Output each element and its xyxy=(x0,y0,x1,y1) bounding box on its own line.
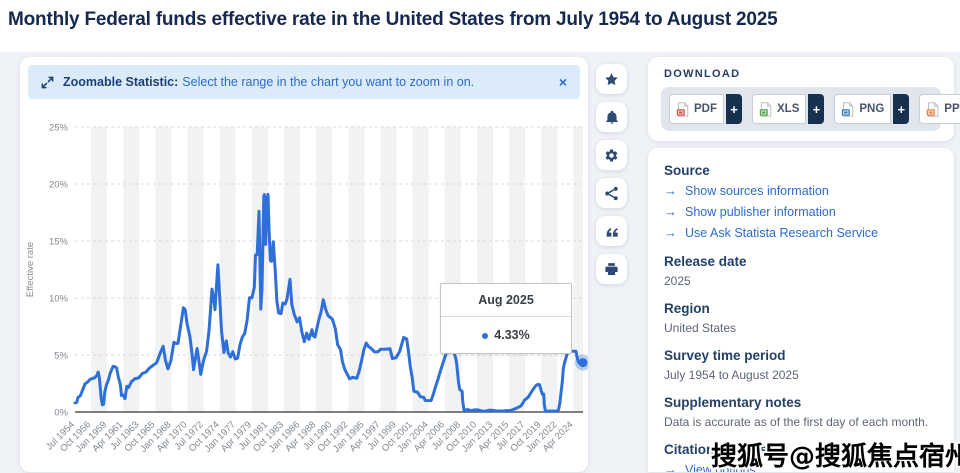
svg-text:0%: 0% xyxy=(54,408,68,419)
source-link-1[interactable]: → Show publisher information xyxy=(664,204,836,219)
star-icon xyxy=(604,72,619,87)
svg-text:20%: 20% xyxy=(49,180,69,191)
arrow-right-icon: → xyxy=(664,462,677,472)
download-card: DOWNLOAD PDF + XLS + PNG + PPT+ xyxy=(648,57,960,141)
tooltip-date: Aug 2025 xyxy=(441,284,571,317)
download-format-label: PDF xyxy=(694,103,717,115)
chart-tooltip: Aug 2025 4.33% xyxy=(440,283,572,354)
png-file-icon xyxy=(841,101,855,117)
chart-toolbar xyxy=(596,64,627,284)
download-button-group: PDF + XLS + PNG + PPT+ xyxy=(661,87,960,131)
zoom-range-icon xyxy=(41,76,54,89)
arrow-right-icon: → xyxy=(664,225,677,240)
download-xls-plus-button[interactable]: + xyxy=(808,94,825,124)
quote-button[interactable] xyxy=(596,216,627,246)
supplementary-notes-value: Data is accurate as of the first day of … xyxy=(664,415,929,429)
quote-icon xyxy=(605,224,619,238)
gear-icon xyxy=(604,148,619,163)
bell-button[interactable] xyxy=(596,102,627,132)
download-pdf-button[interactable]: PDF + xyxy=(669,94,742,124)
share-icon xyxy=(604,186,619,201)
region-value: United States xyxy=(664,321,737,335)
pdf-file-icon xyxy=(676,101,689,117)
tooltip-value: 4.33% xyxy=(441,317,571,353)
header-band xyxy=(0,0,960,52)
region-heading: Region xyxy=(664,301,710,316)
source-link-0[interactable]: → Show sources information xyxy=(664,183,829,198)
citation-view-options-link[interactable]: → View options xyxy=(664,461,938,472)
citation-formats-heading: Citation formats xyxy=(664,442,768,457)
svg-text:Effective rate: Effective rate xyxy=(25,242,36,297)
banner-label: Zoomable Statistic: xyxy=(63,75,179,89)
release-date-heading: Release date xyxy=(664,254,747,269)
bell-icon xyxy=(605,110,619,125)
download-png-plus-button[interactable]: + xyxy=(893,94,910,124)
banner-close-icon[interactable]: × xyxy=(558,74,567,90)
download-format-label: PPT xyxy=(944,103,960,115)
xls-file-icon xyxy=(759,101,772,117)
survey-time-period-heading: Survey time period xyxy=(664,348,786,363)
download-pdf-plus-button[interactable]: + xyxy=(726,94,742,124)
star-button[interactable] xyxy=(596,64,627,94)
source-heading: Source xyxy=(664,163,710,178)
share-button[interactable] xyxy=(596,178,627,208)
gear-button[interactable] xyxy=(596,140,627,170)
arrow-right-icon: → xyxy=(664,183,677,198)
page-title: Monthly Federal funds effective rate in … xyxy=(8,9,778,30)
watermark-text: 搜狐号@搜狐焦点宿州站 xyxy=(711,442,960,472)
download-heading: DOWNLOAD xyxy=(664,68,741,80)
ppt-file-icon xyxy=(926,101,940,117)
svg-text:15%: 15% xyxy=(49,237,69,248)
svg-text:25%: 25% xyxy=(49,123,69,134)
printer-icon xyxy=(604,262,619,277)
download-png-button[interactable]: PNG + xyxy=(834,94,910,124)
chart-card: Zoomable Statistic: Select the range in … xyxy=(20,57,588,472)
download-xls-button[interactable]: XLS + xyxy=(752,94,825,124)
banner-text: Select the range in the chart you want t… xyxy=(182,75,475,89)
download-format-label: PNG xyxy=(859,103,885,115)
download-format-label: XLS xyxy=(777,103,800,115)
info-card: Source → Show sources information → Show pub… xyxy=(648,148,954,472)
zoomable-statistic-banner: Zoomable Statistic: Select the range in … xyxy=(28,65,580,99)
download-ppt-button[interactable]: PPT+ xyxy=(919,94,960,124)
survey-time-period-value: July 1954 to August 2025 xyxy=(664,368,799,382)
printer-button[interactable] xyxy=(596,254,627,284)
source-link-2[interactable]: → Use Ask Statista Research Service xyxy=(664,225,879,240)
arrow-right-icon: → xyxy=(664,204,677,219)
supplementary-notes-heading: Supplementary notes xyxy=(664,395,802,410)
series-dot-icon xyxy=(482,332,489,339)
release-date-value: 2025 xyxy=(664,274,691,288)
svg-text:5%: 5% xyxy=(54,351,68,362)
svg-text:10%: 10% xyxy=(49,294,69,305)
